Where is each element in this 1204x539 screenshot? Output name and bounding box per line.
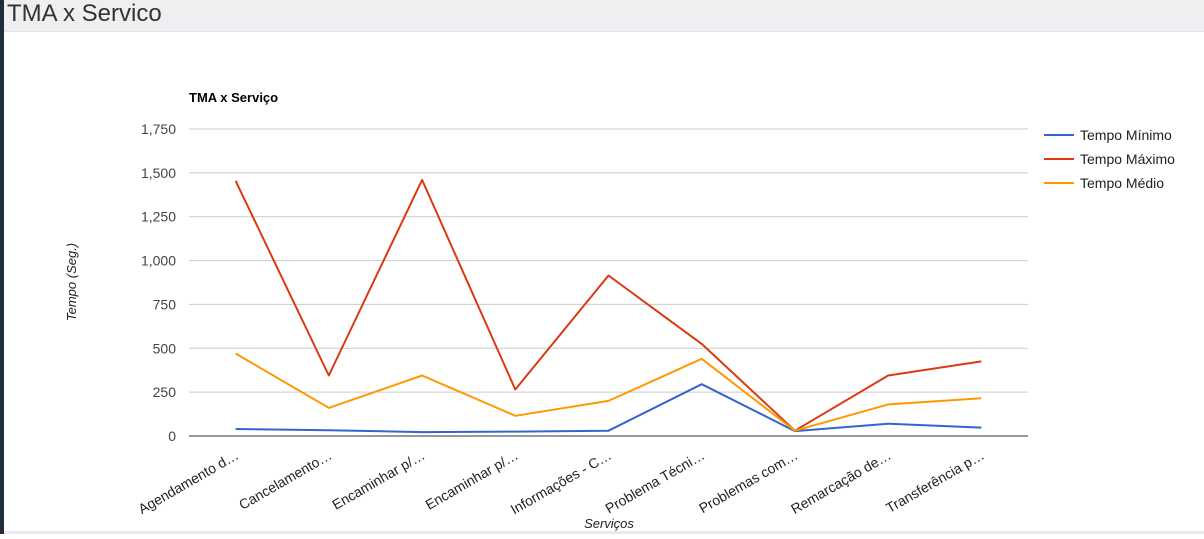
series-line[interactable]: [234, 178, 982, 432]
x-tick-label: Cancelamento…: [236, 447, 334, 513]
series-lines: [234, 178, 982, 434]
y-axis-tick-labels: 0 250 500 750 1,000 1,250 1,500 1,750: [141, 121, 176, 444]
x-tick-label: Encaminhar p/…: [329, 447, 427, 513]
x-tick-label: Problema Técni…: [602, 447, 707, 517]
x-tick-label: Informações - C…: [508, 447, 614, 518]
legend-label: Tempo Máximo: [1080, 151, 1175, 167]
gridlines: [189, 128, 1028, 393]
x-tick-label: Transferência p…: [883, 447, 987, 516]
legend: Tempo Mínimo Tempo Máximo Tempo Médio: [1044, 127, 1175, 191]
y-tick-label: 1,000: [141, 253, 176, 269]
y-tick-label: 1,750: [141, 121, 176, 137]
x-tick-label: Agendamento d…: [135, 447, 241, 517]
legend-item[interactable]: Tempo Máximo: [1044, 151, 1175, 167]
x-axis-title: Serviços: [584, 516, 634, 531]
legend-item[interactable]: Tempo Mínimo: [1044, 127, 1172, 143]
x-tick-label: Problemas com…: [696, 447, 800, 516]
x-tick-label: Encaminhar p/…: [422, 447, 520, 513]
window-left-edge: [0, 0, 4, 534]
y-tick-label: 0: [168, 428, 176, 444]
x-tick-label: Remarcação de…: [788, 447, 894, 517]
y-axis-title: Tempo (Seg.): [64, 243, 79, 321]
series-line[interactable]: [235, 352, 982, 432]
page-title: TMA x Servico: [7, 0, 162, 27]
series-line[interactable]: [235, 383, 982, 434]
bottom-border: [4, 531, 1204, 534]
y-tick-label: 500: [153, 340, 177, 356]
y-tick-label: 1,250: [141, 209, 176, 225]
x-axis-tick-labels: Agendamento d…Cancelamento…Encaminhar p/…: [135, 447, 987, 518]
chart-panel: 0 250 500 750 1,000 1,250 1,500 1,750 Agendamen…: [4, 32, 1204, 534]
legend-label: Tempo Mínimo: [1080, 127, 1172, 143]
y-tick-label: 1,500: [141, 165, 176, 181]
y-tick-label: 250: [153, 384, 177, 400]
page-header: TMA x Servico: [4, 0, 1204, 32]
chart-title: TMA x Serviço: [189, 90, 278, 105]
legend-item[interactable]: Tempo Médio: [1044, 175, 1164, 191]
line-chart: 0 250 500 750 1,000 1,250 1,500 1,750 Agendamen…: [64, 90, 1175, 531]
legend-label: Tempo Médio: [1080, 175, 1164, 191]
y-tick-label: 750: [153, 296, 177, 312]
